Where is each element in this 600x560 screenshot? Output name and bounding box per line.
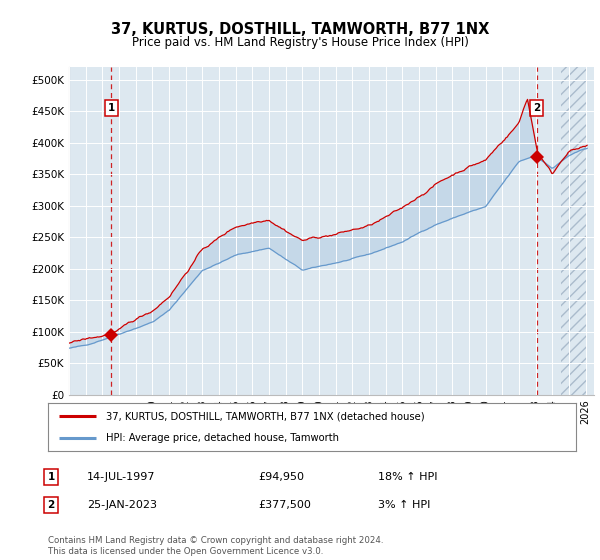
Text: 2: 2 [533,103,541,113]
Text: £377,500: £377,500 [258,500,311,510]
Text: 1: 1 [47,472,55,482]
Text: £94,950: £94,950 [258,472,304,482]
Text: 37, KURTUS, DOSTHILL, TAMWORTH, B77 1NX (detached house): 37, KURTUS, DOSTHILL, TAMWORTH, B77 1NX … [106,411,425,421]
Text: 2: 2 [47,500,55,510]
Text: Contains HM Land Registry data © Crown copyright and database right 2024.
This d: Contains HM Land Registry data © Crown c… [48,536,383,556]
Text: 18% ↑ HPI: 18% ↑ HPI [378,472,437,482]
Text: 14-JUL-1997: 14-JUL-1997 [87,472,155,482]
Text: 37, KURTUS, DOSTHILL, TAMWORTH, B77 1NX: 37, KURTUS, DOSTHILL, TAMWORTH, B77 1NX [111,22,489,38]
Text: 3% ↑ HPI: 3% ↑ HPI [378,500,430,510]
Text: Price paid vs. HM Land Registry's House Price Index (HPI): Price paid vs. HM Land Registry's House … [131,36,469,49]
Text: HPI: Average price, detached house, Tamworth: HPI: Average price, detached house, Tamw… [106,433,339,443]
Text: 1: 1 [108,103,115,113]
Text: 25-JAN-2023: 25-JAN-2023 [87,500,157,510]
